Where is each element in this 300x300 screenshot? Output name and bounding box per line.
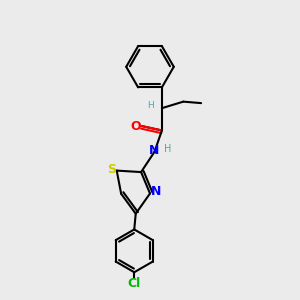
Text: H: H bbox=[164, 144, 171, 154]
Text: S: S bbox=[107, 164, 116, 176]
Text: N: N bbox=[149, 144, 160, 157]
Text: O: O bbox=[130, 119, 141, 133]
Text: N: N bbox=[151, 185, 161, 199]
Text: Cl: Cl bbox=[128, 277, 141, 290]
Text: H: H bbox=[147, 101, 154, 110]
